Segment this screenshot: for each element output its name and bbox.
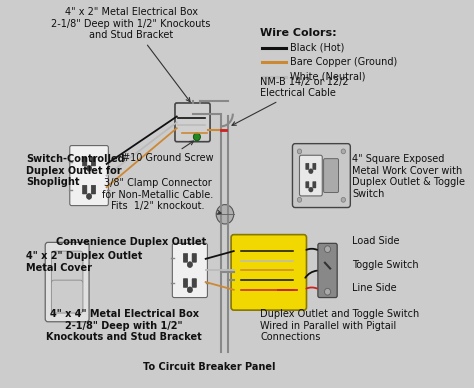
Text: 3/8" Clamp Connector
for Non-Metallic Cable.
Fits  1/2" knockout.: 3/8" Clamp Connector for Non-Metallic Ca… [102,178,221,214]
Circle shape [86,165,91,171]
Text: 4" x 2" Duplex Outlet
Metal Cover: 4" x 2" Duplex Outlet Metal Cover [26,251,142,273]
FancyBboxPatch shape [313,163,316,170]
Text: To Circuit Breaker Panel: To Circuit Breaker Panel [143,362,275,372]
Circle shape [309,169,313,174]
Circle shape [297,149,301,154]
FancyBboxPatch shape [306,163,309,170]
FancyBboxPatch shape [51,251,83,284]
FancyBboxPatch shape [192,279,196,288]
Text: White (Neutral): White (Neutral) [290,72,365,82]
Circle shape [187,262,192,268]
Text: Switch-Controlled
Duplex Outlet for
Shoplight: Switch-Controlled Duplex Outlet for Shop… [26,154,125,187]
Circle shape [187,287,192,293]
Circle shape [216,204,234,224]
FancyBboxPatch shape [82,185,87,194]
FancyBboxPatch shape [70,146,109,206]
Text: Black (Hot): Black (Hot) [290,43,344,53]
FancyBboxPatch shape [91,157,96,166]
FancyBboxPatch shape [306,182,309,188]
FancyBboxPatch shape [91,185,96,194]
Text: Load Side: Load Side [352,236,400,246]
FancyBboxPatch shape [175,103,210,142]
FancyBboxPatch shape [183,279,188,288]
FancyBboxPatch shape [318,243,337,298]
Text: Line Side: Line Side [352,283,397,293]
FancyBboxPatch shape [82,157,87,166]
Text: Convenience Duplex Outlet: Convenience Duplex Outlet [56,237,206,246]
Circle shape [86,194,91,199]
Text: 4" x 2" Metal Electrical Box
2-1/8" Deep with 1/2" Knockouts
and Stud Bracket: 4" x 2" Metal Electrical Box 2-1/8" Deep… [52,7,211,102]
FancyBboxPatch shape [45,242,89,322]
FancyBboxPatch shape [300,155,322,196]
Circle shape [325,246,330,253]
FancyBboxPatch shape [192,253,196,262]
Circle shape [341,149,346,154]
Text: Duplex Outlet and Toggle Switch
Wired in Parallel with Pigtail
Connections: Duplex Outlet and Toggle Switch Wired in… [260,309,419,342]
FancyBboxPatch shape [292,144,350,208]
FancyBboxPatch shape [51,280,83,313]
Text: Toggle Switch: Toggle Switch [352,260,419,270]
FancyBboxPatch shape [313,182,316,188]
Circle shape [193,133,201,141]
FancyBboxPatch shape [183,253,188,262]
Text: NM-B 14/2 or 12/2
Electrical Cable: NM-B 14/2 or 12/2 Electrical Cable [232,76,349,125]
Text: Bare Copper (Ground): Bare Copper (Ground) [290,57,397,68]
Text: #10 Ground Screw: #10 Ground Screw [122,141,214,163]
FancyBboxPatch shape [231,235,307,310]
Circle shape [297,197,301,202]
Circle shape [309,187,313,192]
Text: 4" x 4" Metal Electrical Box
2-1/8" Deep with 1/2"
Knockouts and Stud Bracket: 4" x 4" Metal Electrical Box 2-1/8" Deep… [46,309,202,342]
Text: Wire Colors:: Wire Colors: [260,28,337,38]
Circle shape [341,197,346,202]
Circle shape [325,288,330,295]
FancyBboxPatch shape [324,159,338,192]
FancyBboxPatch shape [173,243,208,298]
Text: 4" Square Exposed
Metal Work Cover with
Duplex Outlet & Toggle
Switch: 4" Square Exposed Metal Work Cover with … [352,154,465,199]
